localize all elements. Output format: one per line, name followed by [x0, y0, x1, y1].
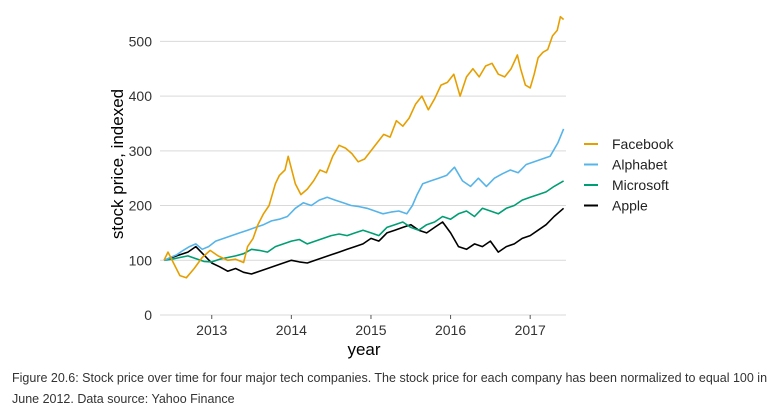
figure-caption: Figure 20.6: Stock price over time for f… — [12, 371, 768, 406]
y-axis-label: stock price, indexed — [108, 89, 127, 239]
series-line-microsoft — [163, 180, 565, 263]
y-tick-label: 200 — [129, 198, 153, 214]
series-line-apple — [163, 207, 565, 275]
x-tick-label: 2015 — [355, 322, 386, 338]
legend-label-apple: Apple — [612, 198, 648, 214]
line-chart: 0 100 200 300 400 500 2013 2014 2015 2016 2017 st… — [108, 15, 674, 359]
y-axis-ticks: 0 100 200 300 400 500 — [129, 33, 153, 323]
legend-label-microsoft: Microsoft — [612, 177, 669, 193]
legend: Facebook Alphabet Microsoft Apple — [584, 136, 674, 214]
series-lines — [163, 15, 565, 279]
x-axis-label: year — [347, 340, 380, 359]
y-tick-label: 500 — [129, 33, 153, 49]
y-tick-label: 300 — [129, 143, 153, 159]
x-tick-label: 2017 — [515, 322, 546, 338]
x-tick-label: 2013 — [196, 322, 227, 338]
legend-label-alphabet: Alphabet — [612, 157, 667, 173]
legend-label-facebook: Facebook — [612, 136, 674, 152]
x-axis-ticks: 2013 2014 2015 2016 2017 — [196, 315, 546, 338]
series-line-facebook — [163, 15, 565, 279]
y-tick-label: 0 — [144, 307, 152, 323]
grid-lines — [160, 40, 566, 316]
series-line-alphabet — [163, 128, 565, 262]
x-tick-label: 2016 — [435, 322, 466, 338]
y-tick-label: 100 — [129, 252, 153, 268]
y-tick-label: 400 — [129, 88, 153, 104]
x-tick-label: 2014 — [276, 322, 307, 338]
